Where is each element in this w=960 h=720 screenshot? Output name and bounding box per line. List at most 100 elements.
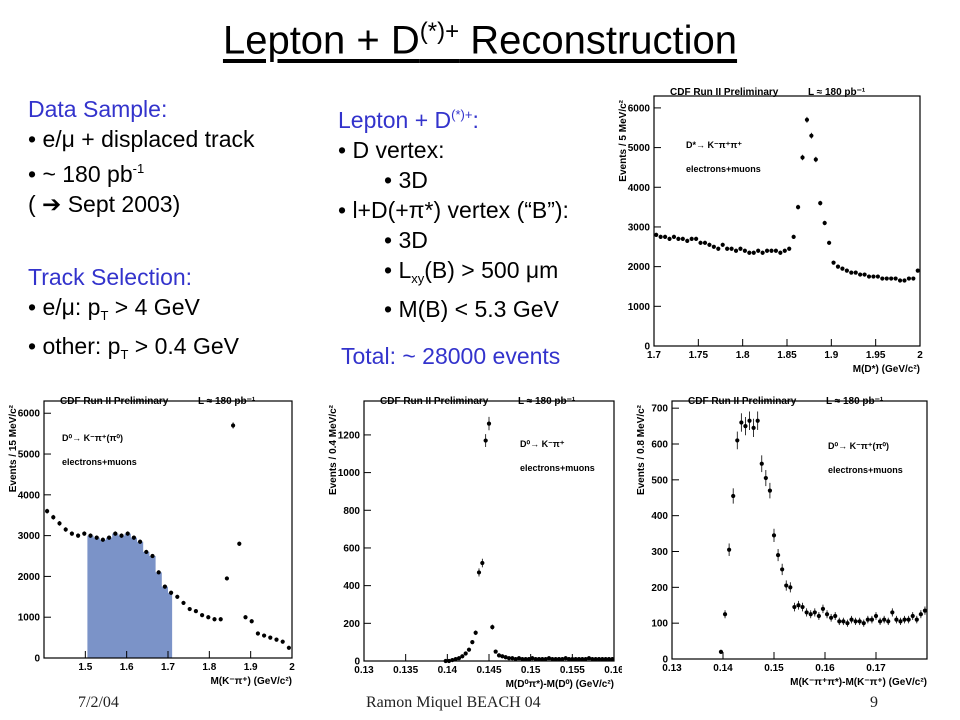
data-point [915,268,920,273]
data-point [570,657,575,662]
data-point [583,657,588,662]
data-point [733,248,739,253]
y-tick-label: 1000 [18,613,41,624]
data-point [249,619,254,624]
data-point [767,488,773,493]
x-tick-label: 2 [917,350,923,361]
data-point [680,236,685,241]
data-point [603,657,608,662]
data-point [490,624,495,630]
data-point [773,248,779,253]
data-point [496,653,502,658]
data-point [906,617,911,622]
data-point [861,621,866,626]
data-point [914,617,919,622]
data-point [510,656,515,661]
data-point [873,613,879,619]
data-point [286,645,291,650]
x-tick-label: 1.9 [824,350,838,361]
data-point [546,656,552,661]
data-point [187,606,192,612]
data-point [550,657,555,662]
data-point [763,475,768,481]
data-point [862,272,867,277]
data-point [853,619,858,624]
y-tick-label: 3000 [628,222,651,233]
data-point [45,509,50,514]
data-point [543,657,548,662]
y-tick-label: 1200 [338,430,361,441]
y-tick-label: 6000 [628,103,651,114]
data-point [113,531,118,536]
y-tick-label: 1000 [628,302,651,313]
data-point [169,590,174,595]
data-point [206,615,211,620]
x-tick-label: 0.13 [662,663,682,674]
y-tick-label: 200 [343,619,360,630]
x-tick-label: 2 [289,662,295,673]
data-point [804,117,810,122]
data-point [897,278,903,283]
data-point [910,613,915,619]
data-point [654,232,659,237]
data-point [866,274,872,279]
data-point [816,613,821,619]
data-sample-line: ( ➔ Sept 2003) [28,191,181,217]
data-point [738,246,743,251]
data-point [466,647,472,652]
data-point [784,583,789,588]
data-point [100,537,105,542]
data-point [556,657,562,662]
data-point [255,631,260,636]
data-point [898,619,903,624]
data-point [743,423,748,429]
data-point [829,615,834,620]
data-point [536,657,542,662]
data-point [800,604,805,610]
plot-header: CDF Run II Preliminary [380,396,489,407]
data-point [88,533,93,538]
data-point [69,531,74,536]
data-point [107,535,112,540]
data-point [890,610,895,615]
data-point [237,541,242,546]
data-point [57,521,62,526]
data-point [476,570,482,575]
y-tick-label: 2000 [628,262,651,273]
y-tick-label: 800 [343,506,360,517]
data-point [782,248,787,253]
data-point [94,535,99,540]
lepton-line: • 3D [384,167,428,193]
data-point [877,619,883,624]
data-point [844,268,849,273]
plot-luminosity: L ≈ 180 pb⁻¹ [518,396,576,407]
data-point [711,244,716,249]
x-tick-label: 0.14 [438,665,458,676]
data-point [813,157,818,162]
data-point [131,535,136,540]
data-point [884,276,889,281]
data-point [483,438,488,443]
data-point [600,657,605,662]
track-selection-heading: Track Selection: [28,264,193,290]
data-point [809,133,814,138]
data-point [463,651,468,656]
data-point [858,272,863,277]
y-tick-label: 200 [651,583,668,594]
data-point [751,250,756,255]
data-point [822,220,827,226]
slide-title: Lepton + D(*)+ Reconstruction [222,18,738,63]
data-point [788,585,793,590]
footer-author: Ramon Miquel BEACH 04 [366,694,541,711]
x-axis-title: M(D*) (GeV/c²) [853,364,920,375]
data-point [869,617,875,622]
data-point [796,603,801,608]
data-point [893,276,898,281]
data-point [755,418,760,423]
y-tick-label: 300 [651,547,668,558]
data-point [880,276,885,281]
data-point [800,155,805,160]
y-tick-label: 5000 [628,143,651,154]
y-tick-label: 100 [651,619,668,630]
x-tick-label: 0.17 [866,663,886,674]
